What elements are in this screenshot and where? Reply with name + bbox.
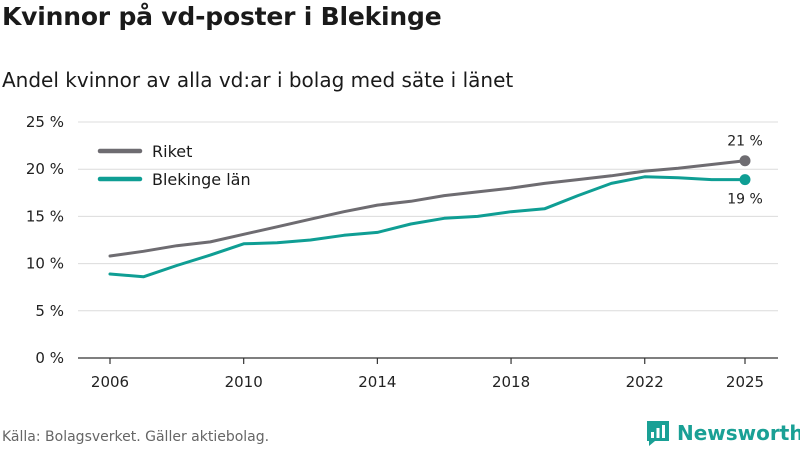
chart-subtitle: Andel kvinnor av alla vd:ar i bolag med … (2, 68, 514, 92)
y-tick-label: 20 % (26, 160, 64, 178)
y-tick-label: 15 % (26, 207, 64, 225)
y-tick-label: 0 % (35, 349, 64, 367)
brand-name: Newsworthy (677, 421, 800, 445)
page-title: Kvinnor på vd-poster i Blekinge (2, 2, 442, 31)
series-line-blekinge (108, 175, 747, 279)
brand-logo: Newsworthy (645, 419, 800, 447)
legend-label: Blekinge län (152, 170, 251, 189)
series-end-point (739, 155, 751, 167)
series-end-label: 21 % (727, 134, 763, 150)
legend: Riket Blekinge län (97, 142, 251, 189)
y-tick-label: 5 % (35, 302, 64, 320)
series-end-point (739, 174, 751, 186)
bar-chart-logo-icon (647, 421, 669, 446)
x-tick-label: 2006 (91, 373, 129, 391)
x-tick-label: 2014 (358, 373, 396, 391)
x-tick-label: 2025 (726, 373, 764, 391)
series-end-label: 19 % (727, 192, 763, 208)
x-tick-label: 2010 (225, 373, 263, 391)
source-note: Källa: Bolagsverket. Gäller aktiebolag. (2, 429, 270, 445)
legend-label: Riket (152, 142, 192, 161)
axes: 0 % 5 % 10 % 15 % 20 % 25 % 2006 2010 2014 2018 20… (26, 113, 778, 391)
y-tick-label: 25 % (26, 113, 64, 131)
x-tick-label: 2022 (626, 373, 664, 391)
series-layer: 21 % 19 % (108, 134, 763, 279)
y-tick-label: 10 % (26, 255, 64, 273)
series-line-riket (108, 159, 747, 258)
x-tick-label: 2018 (492, 373, 530, 391)
